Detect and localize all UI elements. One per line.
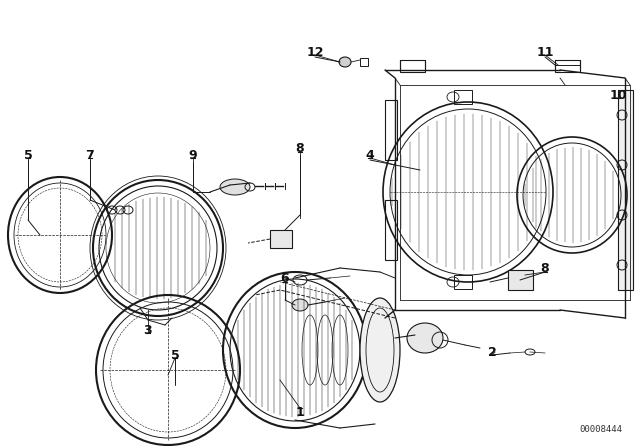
Bar	[454, 275, 472, 289]
Text: 12: 12	[307, 46, 324, 59]
Text: 10: 10	[609, 89, 627, 102]
Bar	[454, 90, 472, 104]
Ellipse shape	[407, 323, 443, 353]
Bar	[555, 60, 580, 72]
Ellipse shape	[360, 298, 400, 402]
Bar	[385, 200, 397, 260]
Bar	[360, 58, 368, 66]
Ellipse shape	[339, 57, 351, 67]
Text: 6: 6	[281, 271, 289, 284]
Ellipse shape	[292, 299, 308, 311]
Text: 5: 5	[171, 349, 179, 362]
Text: 8: 8	[296, 142, 304, 155]
Bar	[400, 60, 425, 72]
Text: 3: 3	[144, 323, 152, 336]
Text: 8: 8	[541, 262, 549, 275]
Ellipse shape	[220, 179, 250, 195]
Bar	[508, 270, 533, 290]
Bar	[618, 90, 633, 290]
Text: 1: 1	[296, 405, 305, 418]
Bar	[385, 100, 397, 160]
Bar	[270, 230, 292, 248]
Text: 9: 9	[189, 148, 197, 161]
Text: 11: 11	[536, 46, 554, 59]
Text: 2: 2	[488, 345, 497, 358]
Text: 00008444: 00008444	[579, 425, 622, 434]
Text: 4: 4	[365, 148, 374, 161]
Text: 7: 7	[86, 148, 94, 161]
Text: 5: 5	[24, 148, 33, 161]
